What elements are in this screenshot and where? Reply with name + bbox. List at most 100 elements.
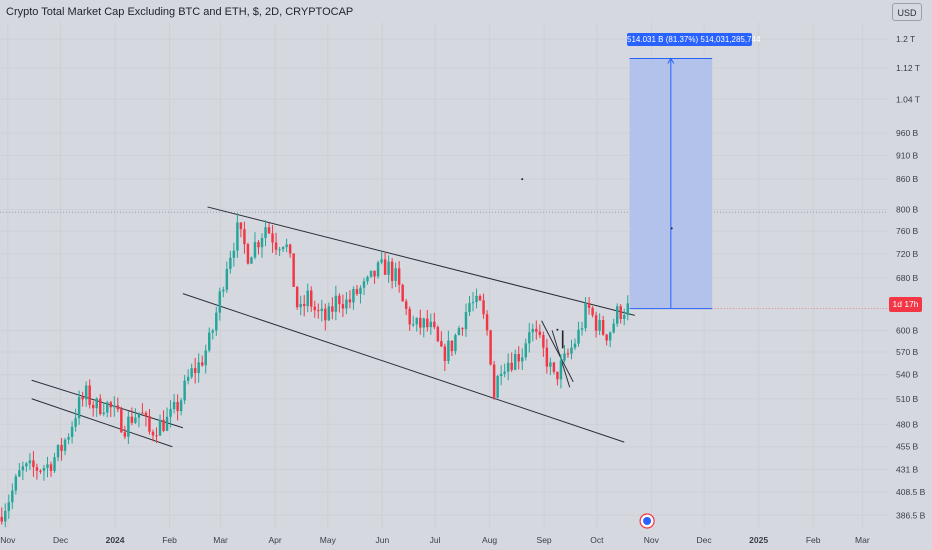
candle-up [197,362,200,373]
candle-up [563,353,566,361]
y-tick-label: 510 B [896,394,919,404]
candle-up [4,510,7,522]
dot-marker [521,178,524,181]
candle-up [429,321,433,328]
y-tick-label: 960 B [896,128,919,138]
y-tick-label: 800 B [896,205,919,215]
candle-down [433,321,436,328]
candle-down [0,516,3,522]
projection-box[interactable] [629,57,713,310]
candle-up [506,362,510,372]
candle-up [531,328,535,333]
candle-up [626,303,629,315]
candle-down [355,289,359,294]
candle-down [123,432,127,437]
candle-down [485,314,489,331]
candle-up [457,328,461,335]
candle-up [70,426,74,438]
trendline[interactable] [31,398,173,448]
candle-up [278,249,281,251]
candle-down [271,233,274,243]
candle-up [42,467,46,471]
time-axis[interactable]: Nov Dec 2024 Feb Mar Apr May Jun Jul Aug Sep Oct Nov… [0,535,870,545]
candle-up [56,444,60,458]
candle-up [612,323,615,333]
y-tick-label: 1.04 T [896,94,920,104]
price-axis[interactable]: 1.2 T 1.12 T 1.04 T 960 B 910 B 860 B 800 B 760… [896,34,926,520]
candle-up [559,360,563,380]
candle-down [243,229,246,245]
candle-down [538,331,542,336]
candle-up [232,250,236,258]
candle-up [454,334,457,352]
candle-down [341,304,345,309]
candle-up [250,257,253,264]
candle-down [116,405,120,410]
candle-up [345,299,348,309]
candle-down [587,303,591,308]
candle-down [162,419,165,431]
candle-down [295,286,299,308]
candle-up [387,261,390,275]
candle-down [401,284,404,302]
candle-up [46,464,49,468]
candle-up [577,329,580,344]
candle-down [404,301,408,309]
candle-up [215,312,218,331]
candle-up [598,320,601,331]
candle-down [60,444,63,451]
candle-up [7,502,11,511]
trendline[interactable] [541,320,574,383]
candle-up [362,281,366,288]
candle-down [32,460,35,468]
x-tick-label: Jun [375,535,389,545]
y-tick-label: 455 B [896,442,919,452]
candle-down [39,470,42,472]
candle-up [222,289,225,292]
candle-down [267,227,271,234]
candle-up [77,397,81,419]
trendline[interactable] [182,293,625,443]
y-tick-label: 480 B [896,419,919,429]
candle-up [394,268,397,281]
candle-up [204,350,207,366]
currency-button[interactable]: USD [892,3,922,21]
x-tick-label: Apr [268,535,281,545]
candle-up [165,416,169,431]
candle-up [496,376,499,398]
candle-down [535,328,538,332]
candle-down [324,308,327,321]
y-tick-label: 386.5 B [896,510,926,520]
candle-up [285,244,288,248]
candle-up [172,401,176,410]
candle-down [426,318,429,328]
candle-down [81,397,84,400]
candle-up [499,373,503,377]
x-tick-label: 2024 [106,535,125,545]
candle-up [415,317,418,325]
candle-up [14,476,18,491]
x-tick-label: Nov [0,535,16,545]
candle-down [373,270,376,277]
y-tick-label: 540 B [896,370,919,380]
candle-down [257,242,260,248]
candle-up [327,306,331,321]
candle-down [383,259,387,275]
candle-up [528,332,531,344]
y-tick-label: 910 B [896,150,919,160]
measure-label: 514.031 B (81.37%) 514,031,285,744 [627,33,761,46]
candle-down [419,317,422,328]
candle-up [281,247,285,250]
trendline[interactable] [207,206,635,316]
dot-marker [670,227,673,230]
candle-down [517,353,520,362]
candle-up [549,362,552,367]
candle-up [608,332,612,341]
x-tick-label: Oct [590,535,604,545]
candle-down [440,341,443,347]
candle-down [35,467,39,471]
candle-up [229,257,232,269]
candle-down [274,242,278,250]
